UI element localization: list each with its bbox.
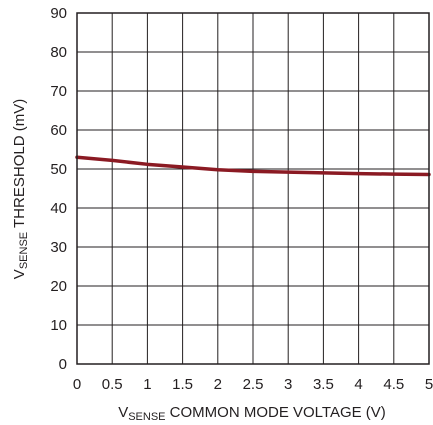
y-axis-title-suffix: THRESHOLD (mV) (11, 99, 28, 232)
x-tick-label: 3.5 (313, 376, 334, 393)
x-axis-title-suffix: COMMON MODE VOLTAGE (V) (166, 404, 386, 421)
x-tick-label: 1 (143, 376, 151, 393)
x-axis-title: VSENSE COMMON MODE VOLTAGE (V) (118, 404, 386, 423)
x-tick-label: 1.5 (172, 376, 193, 393)
x-tick-label: 4 (354, 376, 362, 393)
x-axis-title-prefix: V (118, 404, 128, 421)
series-layer (75, 155, 431, 177)
x-tick-label: 0 (73, 376, 81, 393)
x-tick-labels: 0 0.5 1 1.5 2 2.5 3 3.5 4 4.5 5 (73, 376, 433, 393)
y-tick-label: 50 (50, 161, 67, 178)
series-line (75, 155, 431, 177)
x-tick-label: 3 (284, 376, 292, 393)
grid (76, 12, 430, 365)
y-tick-labels: 0 10 20 30 40 50 60 70 80 90 (50, 5, 67, 373)
y-tick-label: 60 (50, 122, 67, 139)
x-tick-label: 5 (425, 376, 433, 393)
y-tick-label: 80 (50, 44, 67, 61)
y-tick-label: 10 (50, 317, 67, 334)
y-tick-label: 90 (50, 5, 67, 22)
y-axis-title-subscript: SENSE (18, 232, 30, 269)
y-tick-label: 30 (50, 239, 67, 256)
x-tick-label: 0.5 (102, 376, 123, 393)
x-tick-label: 2.5 (243, 376, 264, 393)
x-tick-label: 4.5 (383, 376, 404, 393)
y-tick-label: 70 (50, 83, 67, 100)
x-tick-label: 2 (214, 376, 222, 393)
y-axis-title: VSENSE THRESHOLD (mV) (11, 99, 30, 279)
x-axis-title-subscript: SENSE (128, 411, 165, 423)
y-axis-title-prefix: V (11, 269, 28, 279)
y-tick-label: 20 (50, 278, 67, 295)
y-tick-label: 40 (50, 200, 67, 217)
y-tick-label: 0 (59, 356, 67, 373)
plot-frame (76, 12, 430, 365)
